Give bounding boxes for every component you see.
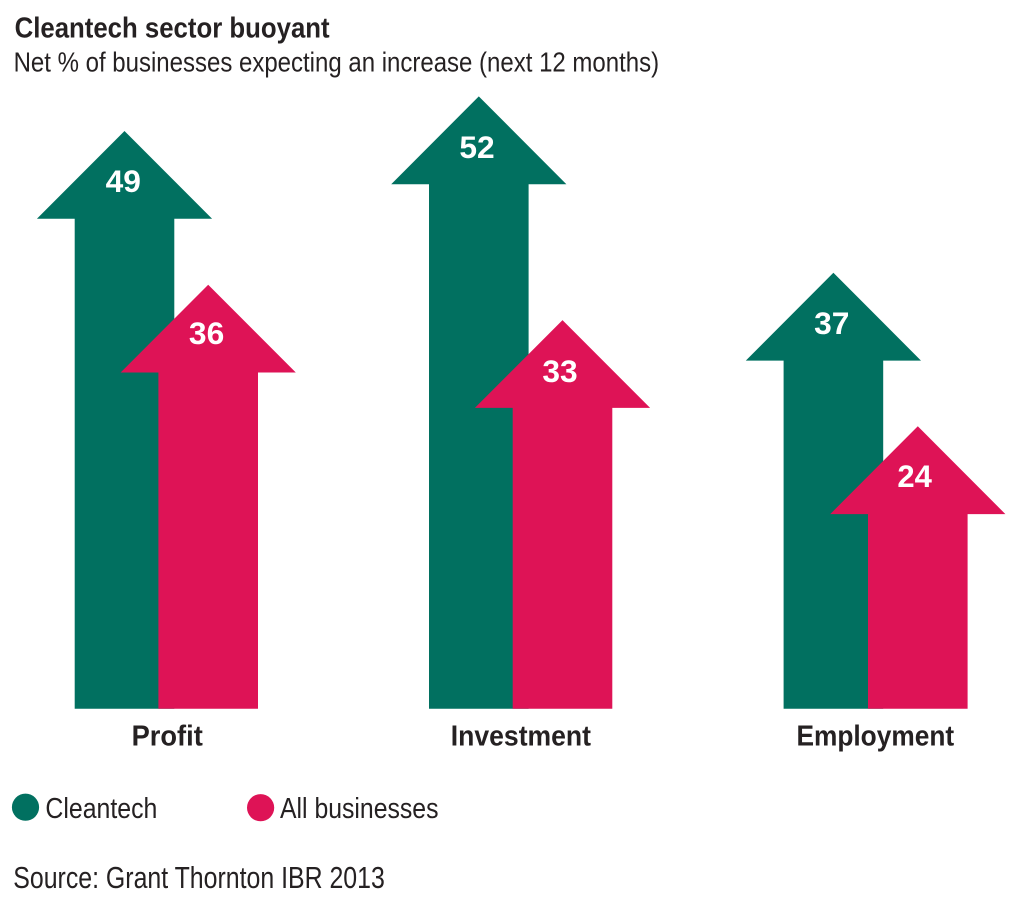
svg-text:Cleantech: Cleantech — [45, 793, 157, 825]
svg-text:Investment: Investment — [451, 721, 592, 753]
svg-text:33: 33 — [542, 353, 577, 389]
svg-text:Source: Grant Thornton IBR 201: Source: Grant Thornton IBR 2013 — [13, 861, 385, 895]
svg-text:Net % of businesses expecting: Net % of businesses expecting an increas… — [14, 47, 660, 78]
svg-text:24: 24 — [897, 458, 932, 494]
svg-text:36: 36 — [189, 315, 224, 351]
svg-text:Cleantech sector buoyant: Cleantech sector buoyant — [15, 12, 330, 44]
svg-text:All businesses: All businesses — [280, 793, 439, 825]
svg-text:Employment: Employment — [796, 721, 954, 753]
svg-text:Profit: Profit — [132, 721, 204, 753]
svg-text:37: 37 — [814, 305, 849, 341]
svg-text:49: 49 — [106, 163, 141, 199]
svg-text:52: 52 — [459, 129, 494, 165]
